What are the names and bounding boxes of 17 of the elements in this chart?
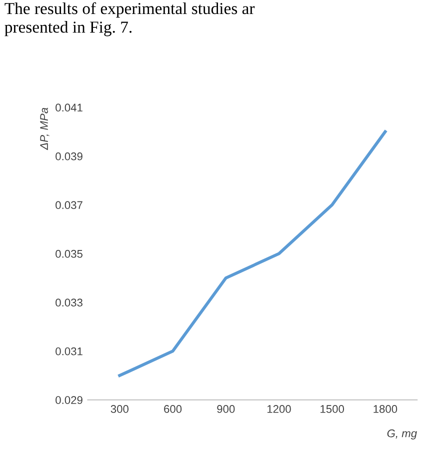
y-tick-label: 0.041 — [56, 104, 82, 112]
x-tick-label: 1800 — [374, 405, 398, 413]
x-tick-label: 300 — [110, 405, 128, 413]
x-tick-label: 1200 — [267, 405, 291, 413]
y-tick-label: 0.029 — [56, 396, 82, 404]
y-tick-label: 0.035 — [56, 250, 82, 258]
y-tick-label: 0.031 — [56, 347, 82, 356]
y-tick-label: 0.039 — [56, 152, 82, 160]
x-tick-label: 1500 — [320, 405, 344, 413]
x-tick-label: 900 — [217, 405, 235, 413]
y-tick-label: 0.037 — [56, 201, 82, 210]
line-series — [118, 130, 387, 378]
y-axis-title: ΔP, MPa — [40, 108, 50, 150]
y-tick-label: 0.033 — [56, 298, 82, 307]
x-tick-label: 600 — [164, 405, 182, 413]
x-axis-title: G, mg — [387, 429, 417, 440]
text: The results of experimental studies ar presented in Fig. 7. — [4, 2, 255, 36]
